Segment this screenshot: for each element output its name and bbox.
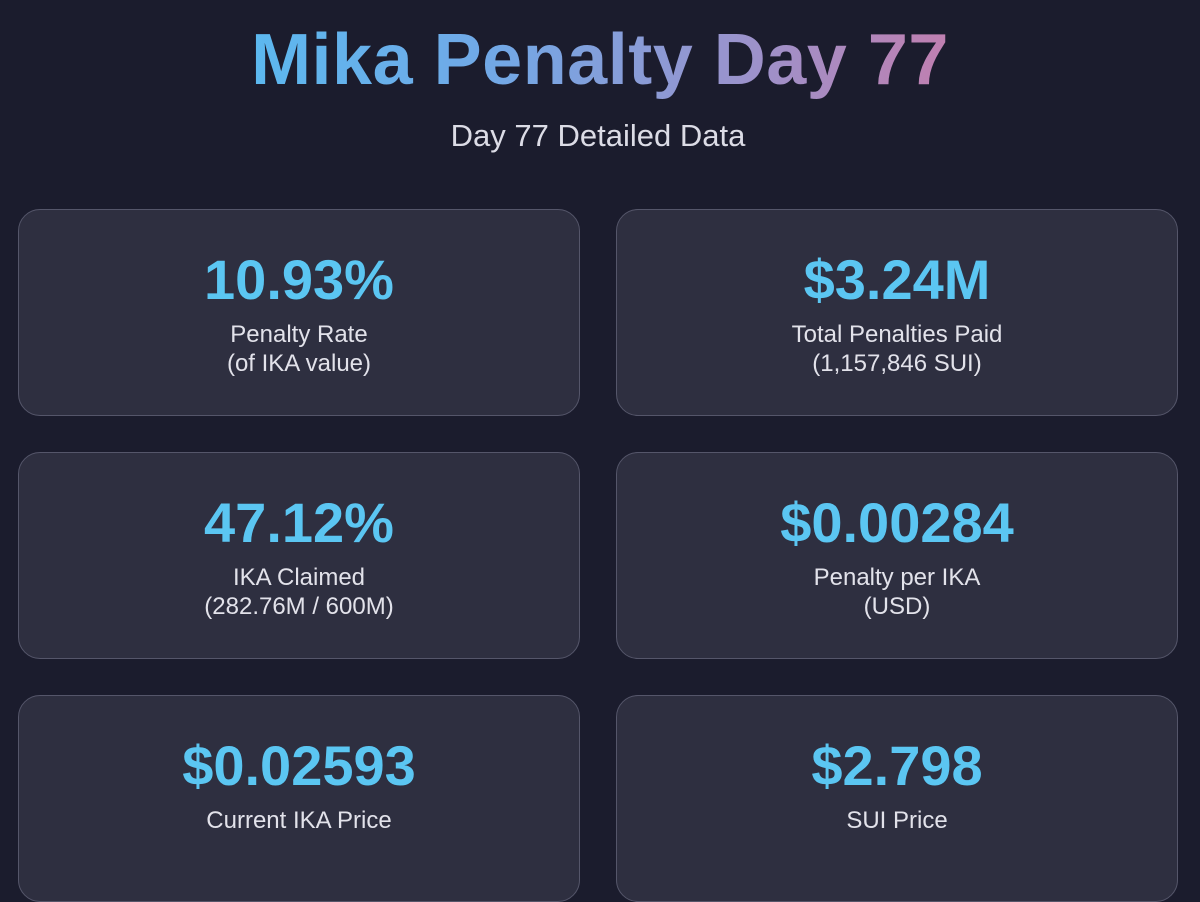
stat-label: Total Penalties Paid (791, 321, 1003, 348)
stat-value: $2.798 (811, 734, 983, 797)
stat-sublabel: (of IKA value) (226, 350, 372, 377)
stat-card-penalty-rate: 10.93% Penalty Rate (of IKA value) (18, 209, 580, 416)
page-subtitle: Day 77 Detailed Data (450, 118, 746, 153)
stat-sublabel: (USD) (863, 593, 931, 620)
stat-value: $3.24M (803, 248, 991, 311)
page-title: Mika Penalty Day 77 (0, 18, 1200, 102)
stat-card-total-penalties: $3.24M Total Penalties Paid (1,157,846 S… (616, 209, 1178, 416)
stat-value: 47.12% (204, 491, 394, 554)
stat-label: Current IKA Price (206, 807, 392, 834)
stat-label: Penalty per IKA (813, 564, 981, 591)
stat-label: IKA Claimed (232, 564, 366, 591)
stat-label: Penalty Rate (230, 321, 368, 348)
stat-value: $0.00284 (780, 491, 1014, 554)
stat-card-sui-price: $2.798 SUI Price (616, 695, 1178, 902)
stat-label: SUI Price (846, 807, 948, 834)
page-title-text: Mika Penalty Day 77 (251, 20, 949, 100)
stat-value: $0.02593 (182, 734, 416, 797)
stat-sublabel: (282.76M / 600M) (204, 593, 394, 620)
stat-card-ika-claimed: 47.12% IKA Claimed (282.76M / 600M) (18, 452, 580, 659)
stat-card-penalty-per-ika: $0.00284 Penalty per IKA (USD) (616, 452, 1178, 659)
stat-sublabel: (1,157,846 SUI) (812, 350, 982, 377)
stat-value: 10.93% (204, 248, 394, 311)
stat-card-ika-price: $0.02593 Current IKA Price (18, 695, 580, 902)
